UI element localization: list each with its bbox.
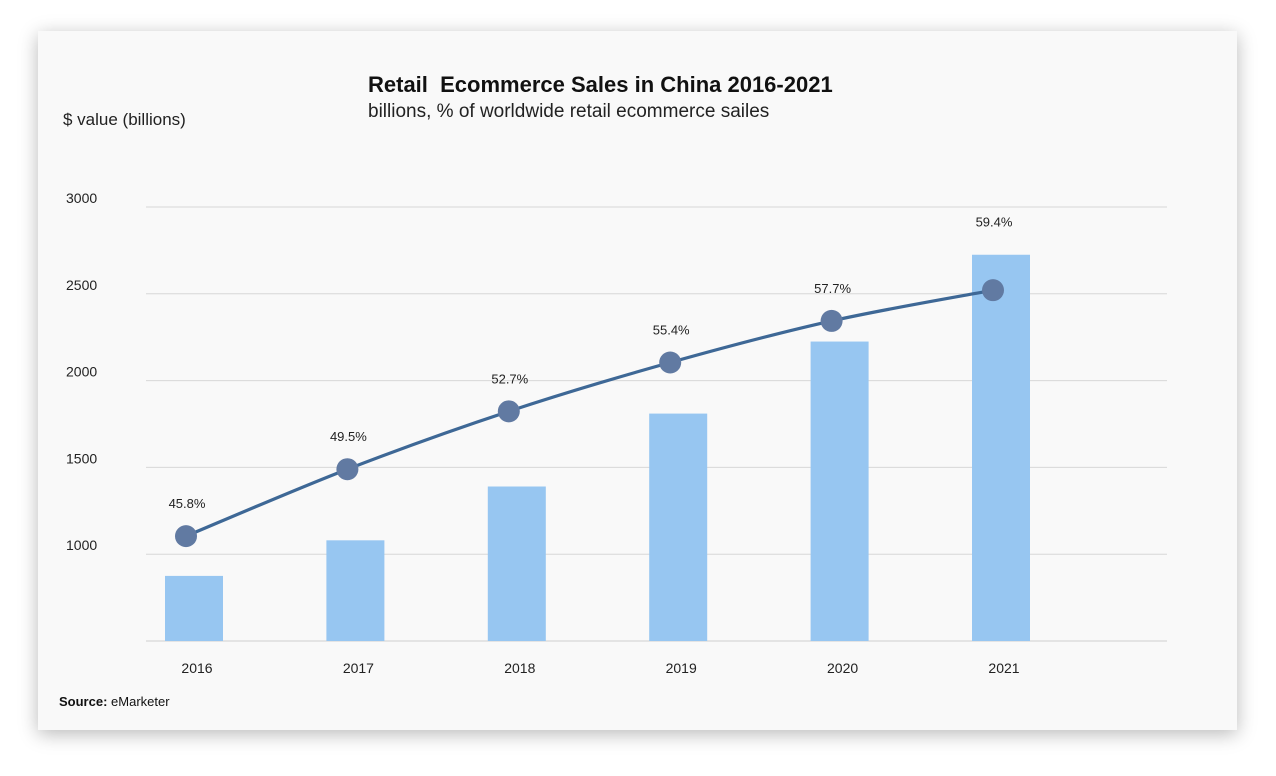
source-value: eMarketer bbox=[111, 694, 170, 709]
x-tick-label: 2017 bbox=[343, 660, 374, 676]
source-label: Source: bbox=[59, 694, 108, 709]
line-marker bbox=[336, 458, 359, 481]
percentage-line bbox=[185, 288, 994, 538]
y-axis-label: $ value (billions) bbox=[63, 110, 186, 129]
data-label: 57.7% bbox=[814, 281, 851, 296]
line-marker bbox=[820, 309, 843, 332]
data-label: 45.8% bbox=[169, 496, 206, 511]
chart-subtitle: billions, % of worldwide retail ecommerc… bbox=[368, 101, 770, 122]
data-label: 52.7% bbox=[491, 371, 528, 386]
data-label: 59.4% bbox=[976, 215, 1013, 230]
x-tick-label: 2020 bbox=[827, 660, 858, 676]
bar bbox=[810, 341, 869, 641]
line-marker bbox=[175, 525, 197, 548]
x-tick-label: 2021 bbox=[988, 660, 1019, 676]
bar bbox=[487, 486, 546, 641]
line-marker bbox=[982, 279, 1004, 302]
bar bbox=[326, 540, 385, 641]
source-note: Source: eMarketer bbox=[59, 694, 170, 709]
chart-title: Retail Ecommerce Sales in China 2016-202… bbox=[368, 72, 833, 97]
x-tick-label: 2019 bbox=[666, 660, 697, 676]
y-tick-label: 1500 bbox=[66, 450, 97, 466]
data-label: 55.4% bbox=[653, 323, 690, 338]
data-label: 49.5% bbox=[330, 429, 367, 444]
y-tick-label: 2000 bbox=[66, 364, 97, 380]
bar bbox=[165, 575, 223, 641]
x-tick-label: 2016 bbox=[181, 660, 212, 676]
line-marker bbox=[659, 351, 682, 374]
x-tick-label: 2018 bbox=[504, 660, 535, 676]
y-tick-label: 1000 bbox=[66, 537, 97, 553]
y-tick-label: 3000 bbox=[66, 190, 97, 206]
bar bbox=[972, 254, 1030, 642]
y-tick-label: 2500 bbox=[66, 277, 97, 293]
bar bbox=[649, 413, 708, 641]
line-marker bbox=[497, 400, 520, 423]
